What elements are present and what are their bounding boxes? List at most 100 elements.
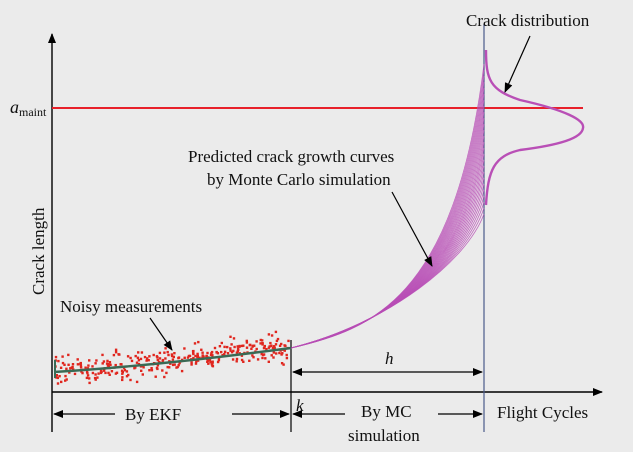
measurement-point [158,351,162,355]
measurement-point [240,354,244,357]
measurement-point [270,344,273,347]
x-axis-label: Flight Cycles [497,403,588,422]
measurement-point [274,343,278,346]
measurement-point [283,349,286,352]
measurement-point [97,372,100,375]
measurement-point [267,333,271,336]
measurement-point [275,352,278,355]
measurement-point [112,353,116,357]
measurement-point [210,363,213,366]
measurement-point [64,374,67,378]
measurement-point [267,360,270,363]
measurement-point [150,369,154,372]
measurement-point [86,367,90,370]
measurement-point [206,351,209,355]
measurement-point [164,347,167,350]
measurement-point [252,356,255,359]
ekf-region-label: By EKF [125,405,181,424]
measurement-point [180,369,184,373]
measurement-point [114,351,118,354]
measurement-point [60,380,63,384]
measurement-point [218,345,222,348]
measurement-point [209,353,213,357]
measurement-point [67,363,70,366]
measurement-point [171,358,175,361]
measurement-point [206,359,210,362]
measurement-point [168,366,171,369]
measurement-point [216,352,220,355]
measurement-point [175,366,178,369]
measurement-point [253,344,256,347]
measurement-point [146,357,149,360]
measurement-point [95,359,98,362]
measurement-point [270,354,273,357]
measurement-point [233,345,236,349]
measurement-point [120,363,123,366]
measurement-point [76,358,79,361]
measurement-point [152,353,155,357]
measurement-point [109,363,112,366]
measurement-point [217,358,221,362]
measurement-point [121,376,124,379]
y-axis-label: Crack length [29,207,48,295]
threshold-label-sub: maint [19,105,47,119]
measurement-point [231,358,235,361]
measurement-point [250,347,253,350]
measurement-point [61,361,65,365]
measurement-point [267,346,271,349]
measurement-point [221,354,224,357]
measurement-point [88,381,91,385]
measurement-point [88,377,91,380]
measurement-point [72,368,75,371]
measurement-point [93,376,97,380]
measurement-point [121,371,124,374]
measurement-point [108,373,111,376]
mc-label-line1: Predicted crack growth curves [188,147,394,166]
measurement-point [236,347,240,350]
measurement-point [56,382,60,385]
measurement-point [99,369,103,373]
measurement-point [183,347,186,350]
measurement-point [118,353,121,356]
measurement-point [251,354,254,357]
measurement-point [211,364,214,367]
measurement-point [268,345,271,348]
measurement-point [173,363,176,366]
measurement-point [79,364,83,367]
measurement-point [251,345,254,348]
measurement-point [58,375,61,378]
measurement-point [101,353,104,357]
measurement-point [161,369,164,372]
measurement-point [269,341,272,345]
measurement-point [282,363,285,366]
measurement-point [121,372,124,375]
measurement-point [249,343,252,347]
measurement-point [59,366,63,369]
measurement-point [245,341,249,344]
measurement-point [284,344,287,348]
measurement-point [272,345,276,348]
measurement-point [130,359,134,363]
measurement-point [106,359,109,363]
measurement-point [140,369,143,372]
measurement-point [156,364,160,367]
measurement-point [183,356,186,359]
measurement-point [133,367,136,370]
measurement-point [101,362,104,365]
measurement-point [56,376,59,380]
measurement-point [220,350,223,354]
measurement-point [192,356,195,360]
measurement-point [272,356,275,359]
measurement-point [261,339,264,342]
measurement-point [208,358,212,362]
measurement-point [135,361,139,364]
measurement-point [242,360,245,363]
measurement-point [256,358,260,361]
measurement-point [215,350,218,354]
measurement-point [226,352,230,355]
mc-pointer [391,191,433,267]
measurement-point [94,362,97,365]
measurement-point [281,352,284,355]
